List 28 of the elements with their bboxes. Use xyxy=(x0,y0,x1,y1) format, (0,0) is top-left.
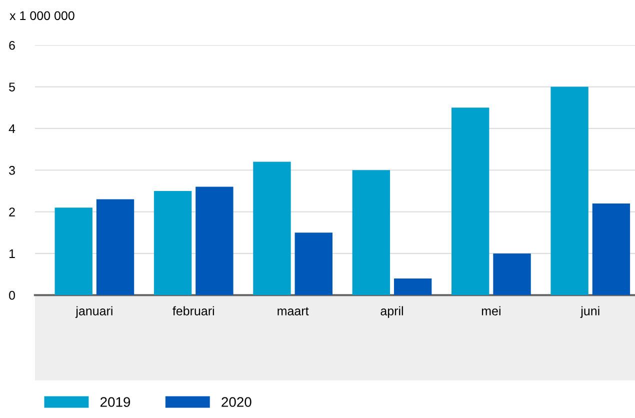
x-tick-label: mei xyxy=(482,306,500,316)
bar xyxy=(154,190,192,296)
bar xyxy=(96,199,134,296)
y-tick-label: 2 xyxy=(9,208,15,216)
legend-label: 2020 xyxy=(222,397,252,407)
legend-label: 2019 xyxy=(100,397,130,407)
bar xyxy=(196,186,234,296)
y-tick-label: 5 xyxy=(9,82,15,92)
x-tick-label: juni xyxy=(580,306,600,318)
bar xyxy=(352,170,390,296)
y-axis-title: x 1 000 000 xyxy=(10,11,74,20)
bar xyxy=(550,86,588,296)
x-tick-label: april xyxy=(380,306,403,318)
x-tick-label: maart xyxy=(278,307,309,316)
bar xyxy=(394,278,432,296)
bar xyxy=(54,208,92,296)
bar xyxy=(493,253,531,296)
y-tick-label: 0 xyxy=(9,290,15,300)
bar xyxy=(253,162,291,296)
y-tick-label: 1 xyxy=(9,249,15,258)
bar xyxy=(294,232,332,296)
y-tick-label: 6 xyxy=(9,40,15,50)
y-tick-label: 3 xyxy=(9,166,15,175)
y-tick-label: 4 xyxy=(8,124,16,133)
bar xyxy=(452,108,490,296)
x-tick-label: januari xyxy=(75,306,112,318)
x-tick-label: februari xyxy=(172,306,214,316)
bar xyxy=(592,203,630,296)
